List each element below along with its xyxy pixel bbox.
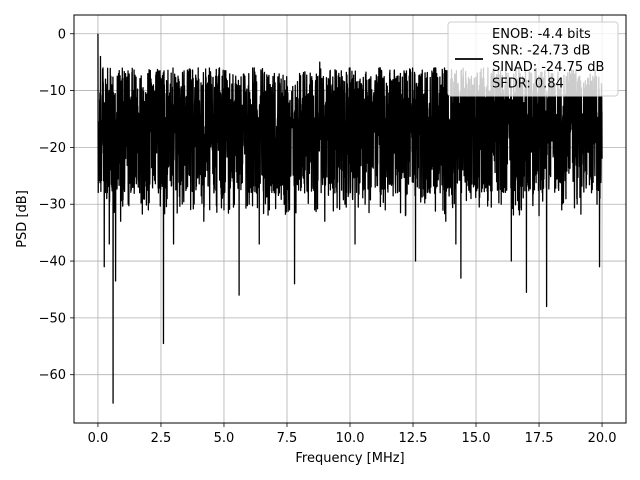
x-tick-label: 12.5 xyxy=(399,431,428,446)
plot-area xyxy=(97,33,603,404)
y-axis-label: PSD [dB] xyxy=(15,190,30,248)
y-tick-label: −30 xyxy=(39,198,66,213)
y-tick-label: −40 xyxy=(39,255,66,270)
y-tick-label: −60 xyxy=(39,368,66,383)
legend-entry: SNR: -24.73 dB xyxy=(492,44,590,59)
x-tick-label: 5.0 xyxy=(214,431,235,446)
psd-series-line xyxy=(97,33,603,404)
ticks: 0.0 2.5 5.0 7.5 10.0 12.5 15.0 17.5 20.0 0 −10 −20 −… xyxy=(39,27,617,446)
x-tick-label: 0.0 xyxy=(88,431,109,446)
legend-box xyxy=(447,21,619,97)
y-tick-label: −10 xyxy=(39,84,66,99)
y-tick-label: −50 xyxy=(39,311,66,326)
y-tick-label: 0 xyxy=(58,27,66,42)
legend-entry: SFDR: 0.84 xyxy=(492,77,564,92)
legend-entry: SINAD: -24.75 dB xyxy=(492,60,604,75)
x-axis-label: Frequency [MHz] xyxy=(295,451,404,466)
x-tick-label: 20.0 xyxy=(588,431,617,446)
x-tick-label: 7.5 xyxy=(277,431,298,446)
y-tick-label: −20 xyxy=(39,141,66,156)
x-tick-label: 15.0 xyxy=(462,431,491,446)
x-tick-label: 10.0 xyxy=(336,431,365,446)
x-tick-label: 2.5 xyxy=(151,431,172,446)
x-tick-label: 17.5 xyxy=(525,431,554,446)
legend-entry: ENOB: -4.4 bits xyxy=(492,27,591,42)
